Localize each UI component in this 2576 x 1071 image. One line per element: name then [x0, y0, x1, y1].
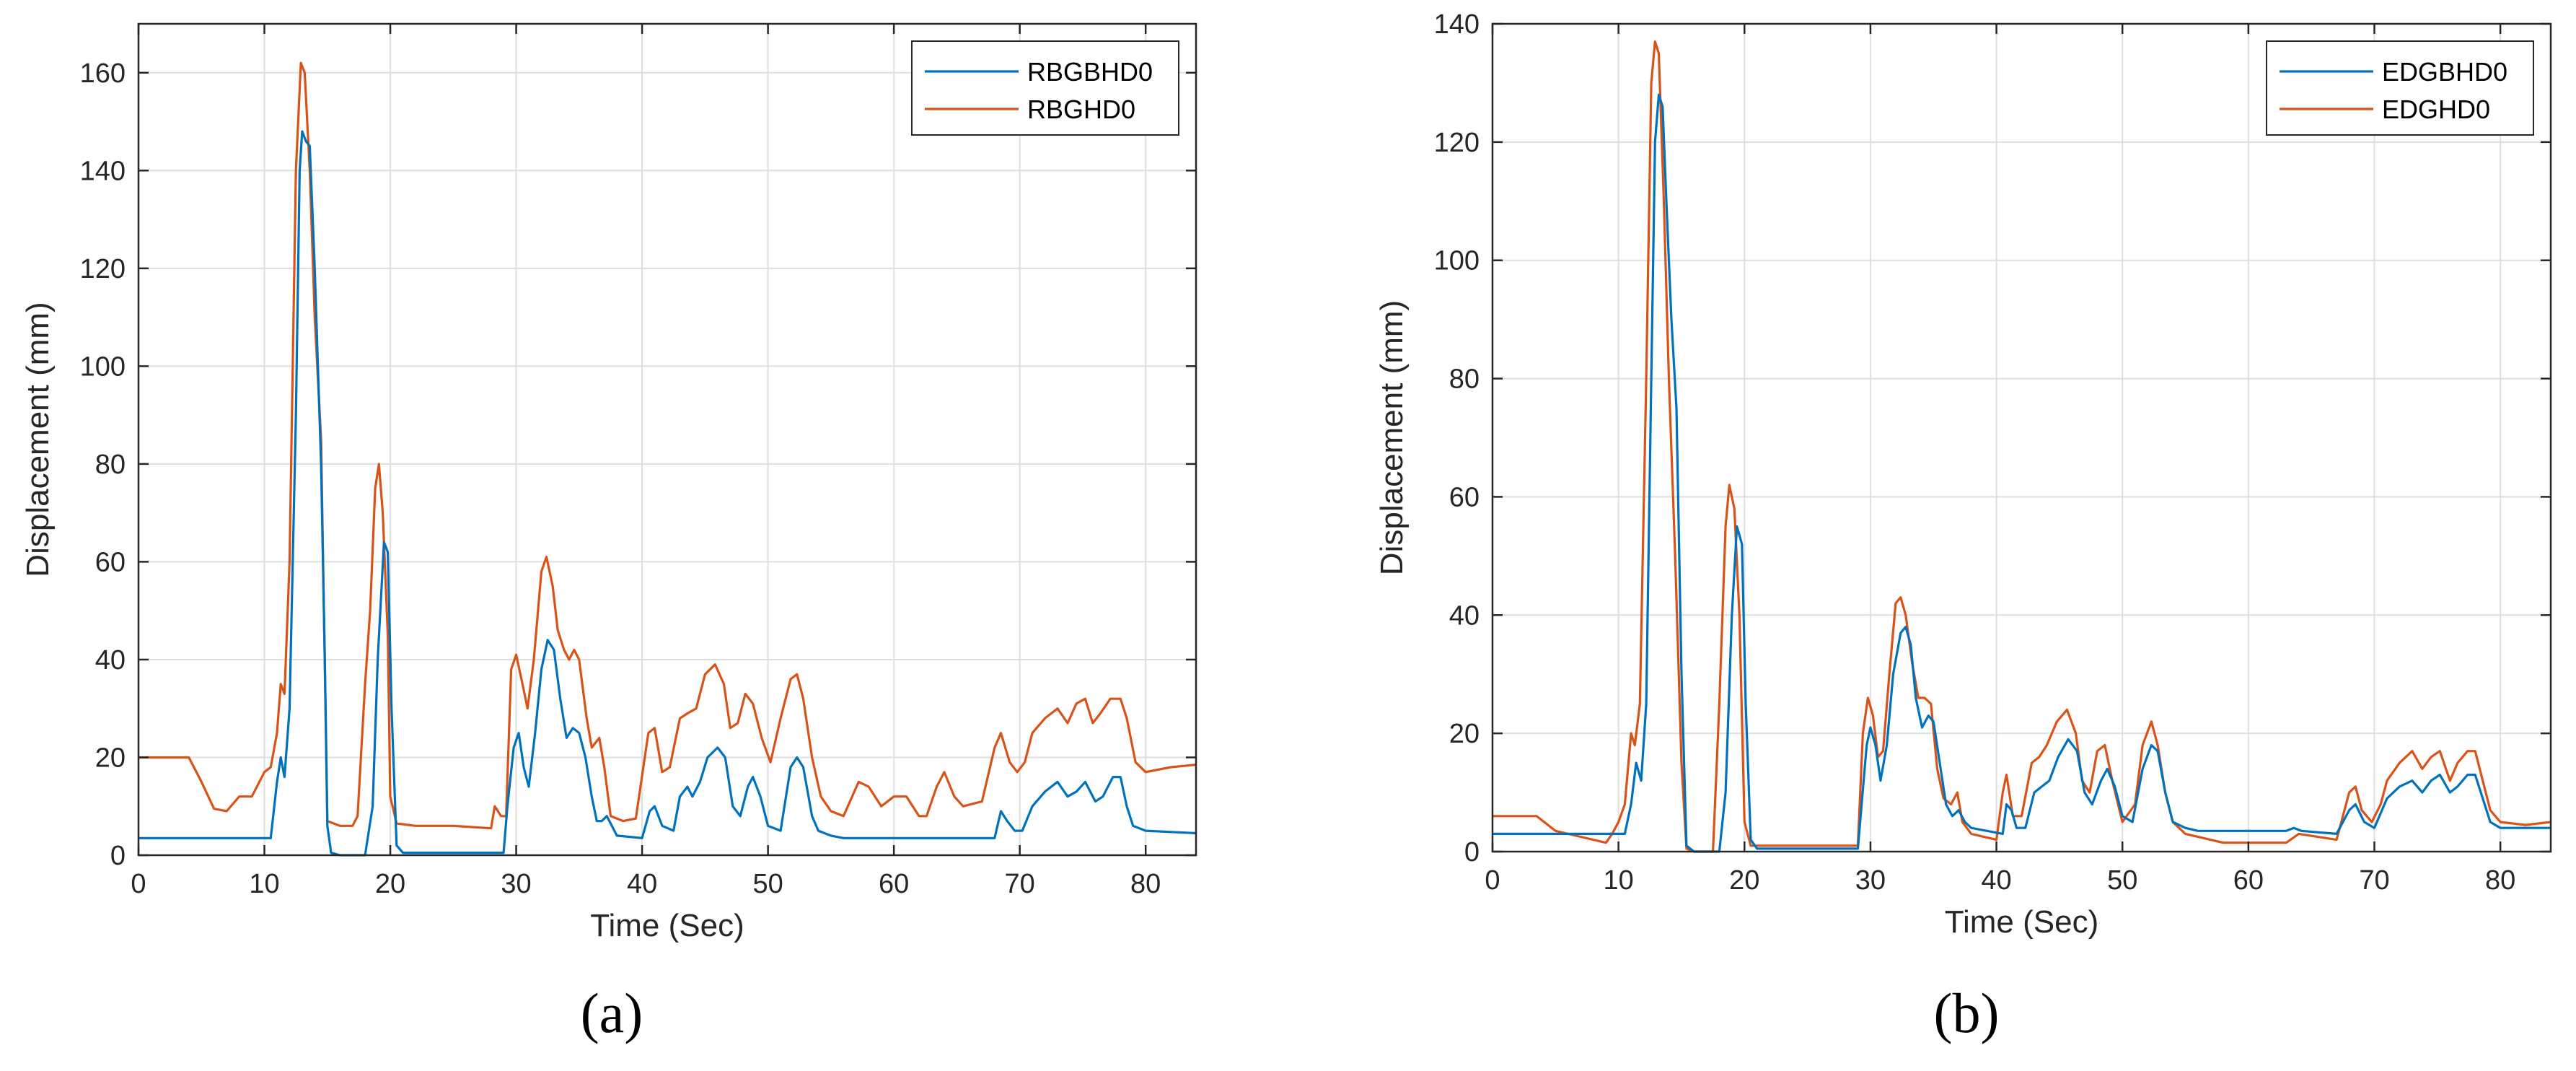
x-tick-label: 40 [1981, 865, 2011, 896]
x-tick-label: 40 [627, 869, 657, 899]
x-tick-label: 20 [375, 869, 405, 899]
legend-label: EDGHD0 [2382, 95, 2490, 124]
x-tick-label: 0 [1485, 865, 1500, 896]
series-line-rbgbhd0 [139, 130, 1197, 857]
legend-label: EDGBHD0 [2382, 57, 2507, 87]
legend-box [2266, 40, 2534, 136]
x-tick-label: 10 [1604, 865, 1634, 896]
legend-box [911, 40, 1179, 136]
y-tick-label: 140 [80, 156, 126, 186]
y-tick-label: 160 [80, 58, 126, 89]
x-tick-label: 50 [752, 869, 783, 899]
y-tick-label: 20 [95, 743, 126, 773]
x-tick-label: 30 [501, 869, 531, 899]
x-tick-label: 80 [1130, 869, 1161, 899]
y-tick-label: 60 [95, 547, 126, 577]
y-tick-label: 120 [1434, 128, 1480, 158]
y-axis-label: Displacement (mm) [1374, 300, 1410, 575]
y-axis-label: Displacement (mm) [20, 302, 56, 577]
y-tick-label: 60 [1449, 482, 1480, 512]
chart-b: 0 10 20 30 40 50 60 70 80 0 20 40 60 80 100 120 140 Time … [1374, 9, 2552, 1044]
y-tick-label: 80 [1449, 364, 1480, 395]
y-tick-label: 100 [1434, 246, 1480, 276]
legend-label: RBGBHD0 [1027, 57, 1153, 87]
legend-label: RBGHD0 [1027, 95, 1135, 124]
x-tick-label: 10 [249, 869, 279, 899]
panel-label: (b) [1934, 982, 2000, 1044]
axes-box [137, 22, 1197, 857]
panel-label: (a) [581, 982, 643, 1044]
y-tick-label: 80 [95, 450, 126, 480]
x-tick-label: 20 [1729, 865, 1759, 896]
x-tick-label: 50 [2107, 865, 2137, 896]
y-tick-label: 120 [80, 254, 126, 284]
y-tick-label: 140 [1434, 9, 1480, 40]
y-tick-label: 40 [1449, 600, 1480, 631]
x-axis-label: Time (Sec) [1945, 904, 2099, 940]
chart-a: 0 10 20 30 40 50 60 70 80 0 20 40 60 80 100 120 140 160 Ti… [20, 22, 1197, 1044]
x-tick-label: 0 [131, 869, 146, 899]
x-tick-label: 70 [2359, 865, 2389, 896]
y-tick-label: 0 [110, 841, 126, 871]
series-line-edghd0 [1493, 40, 2551, 853]
y-tick-label: 40 [95, 645, 126, 676]
y-tick-label: 0 [1464, 837, 1480, 867]
x-tick-label: 30 [1855, 865, 1886, 896]
x-tick-label: 60 [879, 869, 909, 899]
x-tick-label: 70 [1005, 869, 1035, 899]
axes-box [1491, 22, 2552, 853]
x-tick-label: 80 [2485, 865, 2515, 896]
x-axis-label: Time (Sec) [590, 908, 744, 943]
y-tick-label: 100 [80, 351, 126, 382]
y-tick-label: 20 [1449, 719, 1480, 749]
x-tick-label: 60 [2233, 865, 2264, 896]
